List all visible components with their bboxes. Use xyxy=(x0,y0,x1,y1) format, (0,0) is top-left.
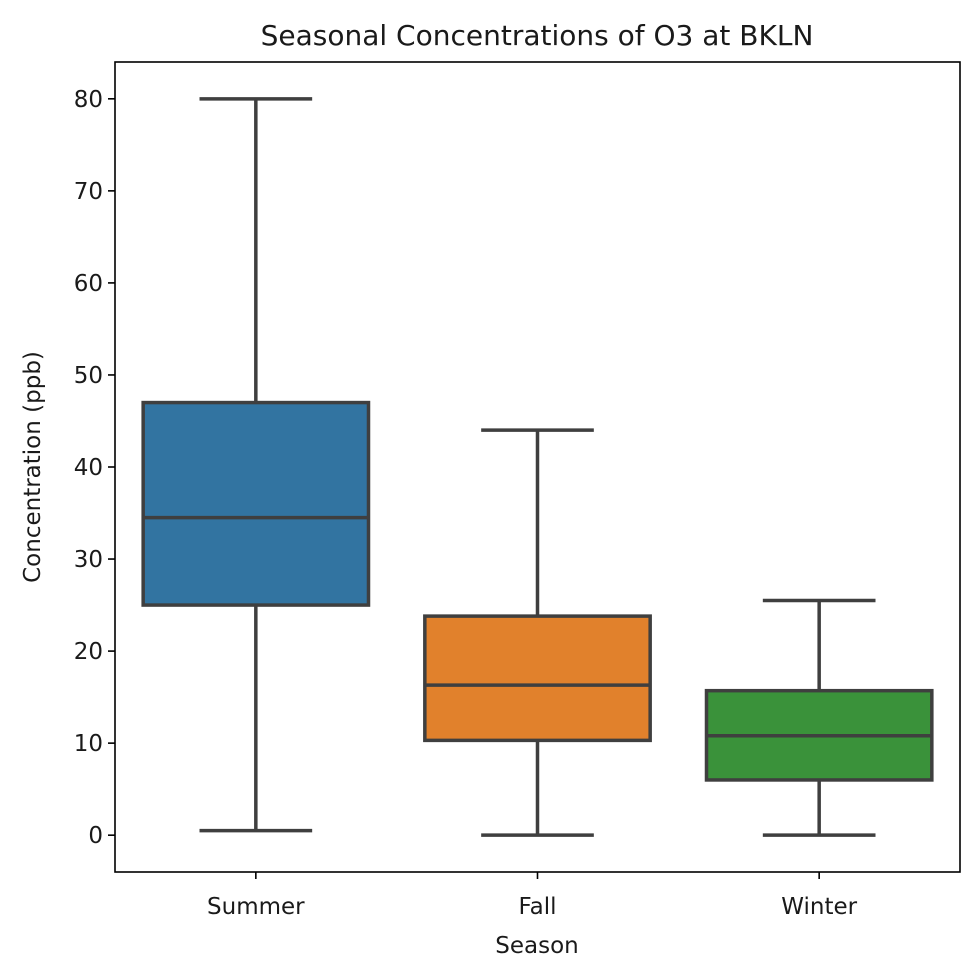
y-axis-label: Concentration (ppb) xyxy=(20,351,46,583)
y-tick-label: 0 xyxy=(88,823,103,849)
x-axis-label: Season xyxy=(495,933,578,959)
x-tick-label: Fall xyxy=(519,894,557,920)
plot-area xyxy=(141,97,934,837)
x-tick-label: Winter xyxy=(781,894,857,920)
y-tick-label: 80 xyxy=(74,87,103,113)
chart-title: Seasonal Concentrations of O3 at BKLN xyxy=(261,19,814,52)
box-fall xyxy=(423,428,652,837)
y-tick-label: 40 xyxy=(74,455,103,481)
iqr-box xyxy=(423,614,652,743)
y-tick-label: 50 xyxy=(74,363,103,389)
y-tick-label: 60 xyxy=(74,271,103,297)
x-axis: Summer Fall Winter xyxy=(207,872,858,920)
y-tick-label: 30 xyxy=(74,547,103,573)
iqr-box xyxy=(141,400,371,607)
box-summer xyxy=(141,97,371,833)
y-tick-label: 70 xyxy=(74,179,103,205)
box-winter xyxy=(704,598,934,837)
x-tick-label: Summer xyxy=(207,894,305,920)
y-tick-label: 20 xyxy=(74,639,103,665)
y-tick-label: 10 xyxy=(74,731,103,757)
y-axis: 0 10 20 30 40 50 60 70 80 xyxy=(74,87,115,849)
